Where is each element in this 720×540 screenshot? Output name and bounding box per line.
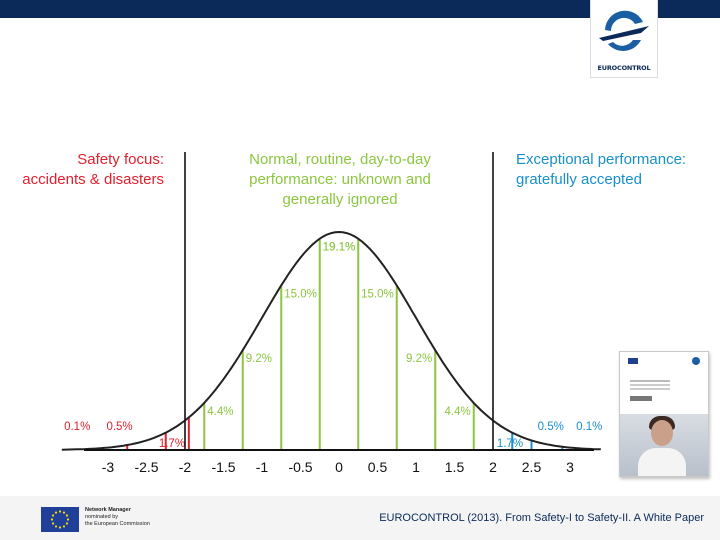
- segment-label: 1.7%: [159, 438, 185, 450]
- segment-label: 19.1%: [323, 242, 356, 254]
- cover-text-lines: [630, 380, 670, 382]
- heading-exceptional-performance: Exceptional performance: gratefully acce…: [516, 150, 716, 190]
- person-body: [638, 448, 686, 476]
- x-tick-label: -1: [256, 459, 269, 475]
- footer: [0, 496, 720, 540]
- segment-label: 0.1%: [64, 421, 90, 433]
- x-tick-label: 0.5: [368, 459, 388, 475]
- x-tick-label: -1.5: [211, 459, 235, 475]
- heading-line: gratefully accepted: [516, 171, 642, 188]
- eu-star-icon: [66, 518, 70, 521]
- network-manager-text: Network Manager nominated by the Europea…: [85, 507, 150, 528]
- x-tick-label: -2.5: [134, 459, 158, 475]
- nm-line: the European Commission: [85, 521, 150, 527]
- eu-star-icon: [51, 522, 55, 525]
- normal-distribution-chart: 0.1% 0.5%1.7%4.4%9.2%15.0%19.1%19.1%15.0%…: [61, 152, 602, 475]
- segment-label: 1.7%: [497, 438, 523, 450]
- top-bar: [0, 0, 720, 18]
- segment-label: 9.2%: [406, 353, 432, 365]
- x-tick-label: 1.5: [445, 459, 465, 475]
- x-tick-label: -3: [102, 459, 115, 475]
- eu-star-icon: [62, 525, 66, 528]
- heading-line: generally ignored: [282, 191, 398, 208]
- eu-flag-icon: [41, 507, 79, 532]
- nm-line: nominated by: [85, 514, 119, 520]
- eu-star-icon: [54, 511, 58, 514]
- eu-star-icon: [51, 514, 55, 517]
- eu-star-icon: [65, 522, 69, 525]
- eu-star-icon: [58, 510, 62, 513]
- x-tick-label: 0: [335, 459, 343, 475]
- person-face: [651, 420, 673, 446]
- heading-normal-performance: Normal, routine, day-to-day performance:…: [220, 150, 460, 210]
- eurocontrol-emblem-icon: [599, 10, 649, 51]
- eu-star-icon: [50, 518, 54, 521]
- segment-label: 4.4%: [445, 406, 471, 418]
- segment-label: 0.5%: [538, 421, 564, 433]
- eu-star-icon: [54, 525, 58, 528]
- segment-label: 9.2%: [246, 353, 272, 365]
- segment-label: 15.0%: [361, 288, 394, 300]
- bell-curve: [61, 230, 601, 451]
- nm-line: Network Manager: [85, 507, 131, 513]
- heading-line: performance: unknown and: [249, 171, 431, 188]
- eurocontrol-logo: EUROCONTROL: [590, 0, 658, 78]
- x-tick-label: 3: [566, 459, 574, 475]
- eu-star-icon: [58, 526, 62, 529]
- eurocontrol-logo-icon: [692, 357, 700, 365]
- x-tick-label: -0.5: [288, 459, 312, 475]
- logo-text: EUROCONTROL: [597, 64, 651, 72]
- x-tick-label: 2.5: [522, 459, 542, 475]
- segment-label: 19.1%: [323, 242, 356, 254]
- segment-label: 4.4%: [207, 406, 233, 418]
- eu-stars-icon: [50, 510, 70, 529]
- eu-star-icon: [62, 511, 66, 514]
- eu-flag-icon: [628, 358, 638, 364]
- segment-label: 0.1%: [576, 421, 602, 433]
- segment-label: 15.0%: [284, 288, 317, 300]
- heading-line: Safety focus:: [77, 151, 164, 168]
- x-tick-label: 2: [489, 459, 497, 475]
- x-tick-label: -2: [179, 459, 192, 475]
- citation: EUROCONTROL (2013). From Safety-I to Saf…: [379, 512, 704, 524]
- x-tick-label: 1: [412, 459, 420, 475]
- heading-line: accidents & disasters: [22, 171, 164, 188]
- segment-label: 0.5%: [106, 421, 132, 433]
- cover-label-bar: [630, 396, 652, 401]
- heading-line: Normal, routine, day-to-day: [249, 151, 431, 168]
- heading-line: Exceptional performance:: [516, 151, 687, 168]
- heading-safety-focus: Safety focus: accidents & disasters: [0, 150, 164, 190]
- eu-star-icon: [65, 514, 69, 517]
- white-paper-thumbnail: [619, 351, 709, 477]
